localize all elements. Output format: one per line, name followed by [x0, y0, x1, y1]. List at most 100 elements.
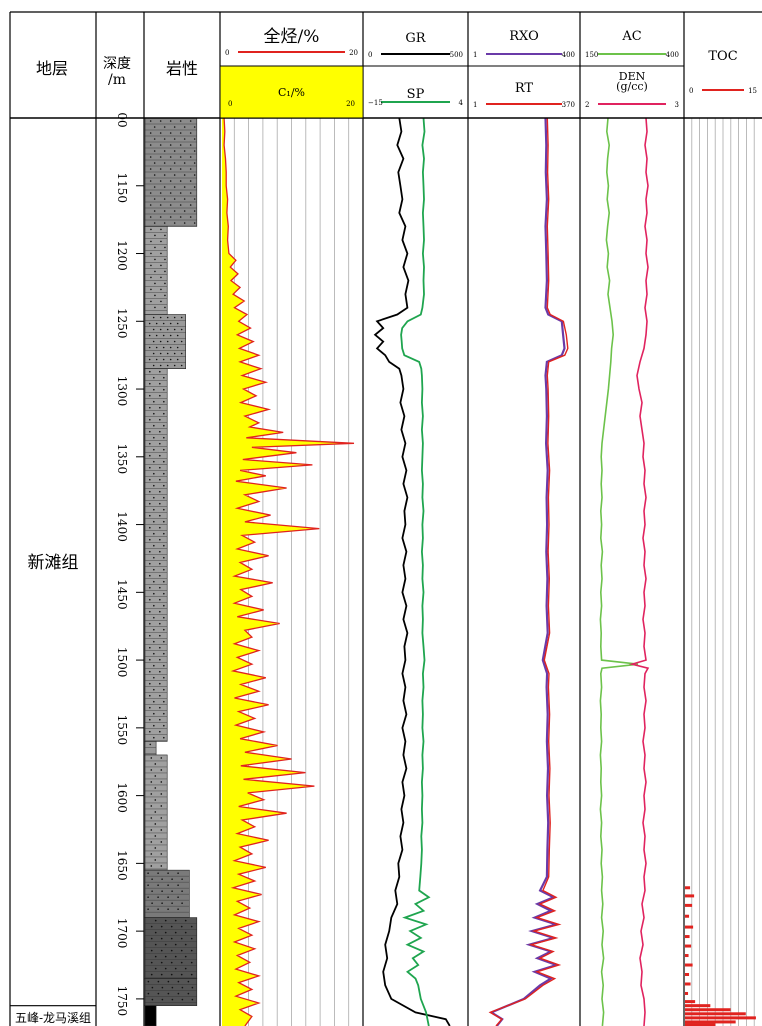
lithology-dot — [181, 890, 183, 892]
depth-tick-label: 1750 — [115, 986, 129, 1017]
lithology-dot — [160, 793, 163, 795]
lithology-dot — [153, 126, 156, 128]
lithology-dot — [153, 640, 155, 643]
lithology-dot — [152, 340, 155, 343]
lithology-dot — [150, 252, 152, 255]
lithology-dot — [153, 496, 155, 499]
lithology-dot — [160, 276, 162, 279]
lithology-dot — [154, 294, 156, 297]
lithology-dot — [189, 204, 192, 206]
lithology-dot — [169, 358, 172, 361]
lithology-dot — [151, 878, 153, 880]
lithology-dot — [163, 496, 165, 499]
lithology-dot — [149, 574, 151, 577]
lithology-dot — [181, 902, 183, 904]
lithology-dot — [164, 919, 167, 922]
lithology-dot — [153, 174, 156, 176]
rt-curve — [488, 117, 569, 1026]
lithology-block — [144, 368, 168, 742]
toc-bar — [685, 1012, 746, 1016]
c1-header-fill — [220, 66, 363, 118]
lithology-dot — [153, 616, 155, 619]
lithology-dot — [170, 973, 173, 976]
lithology-dot — [160, 949, 163, 952]
lithology-dot — [154, 258, 156, 261]
lithology-dot — [150, 949, 153, 952]
lithology-dot — [159, 514, 161, 517]
lithology-dot — [159, 550, 161, 553]
lithology-dot — [153, 568, 155, 571]
lithology-dot — [190, 925, 193, 928]
lithology-dot — [154, 811, 157, 813]
legend-max: 400 — [562, 51, 575, 59]
strata-label: 五峰-龙马溪组 — [15, 1011, 91, 1025]
lithology-dot — [174, 931, 177, 934]
lithology-dot — [180, 961, 183, 964]
toc-bar — [685, 1023, 716, 1026]
lithology-dot — [153, 484, 155, 487]
lithology-dot — [149, 192, 152, 194]
lithology-dot — [167, 908, 169, 910]
lithology-dot — [184, 919, 187, 922]
lithology-dot — [149, 586, 151, 589]
lithology-dot — [184, 955, 187, 958]
lithology-dot — [189, 144, 192, 146]
toc-bar — [685, 1004, 711, 1008]
legend-max: 4 — [459, 99, 464, 107]
lithology-dot — [173, 150, 176, 152]
lithology-dot — [149, 743, 152, 746]
lithology-dot — [190, 961, 193, 964]
lithology-dot — [171, 986, 174, 989]
lithology-block — [144, 869, 190, 918]
lithology-dot — [179, 204, 182, 206]
lithology-dot — [153, 448, 155, 451]
lithology-dot — [150, 817, 153, 819]
lithology-dot — [163, 676, 165, 679]
total-gas-curve — [223, 117, 355, 1026]
lithology-dot — [157, 872, 159, 874]
lithology-dot — [147, 980, 150, 983]
lithology-dot — [157, 896, 159, 898]
legend-max: 15 — [748, 87, 757, 95]
lithology-dot — [163, 162, 166, 164]
lithology-dot — [157, 992, 160, 995]
lithology-dot — [159, 382, 161, 385]
depth-tick-label: 1650 — [115, 850, 129, 881]
lithology-block — [144, 117, 198, 227]
lithology-dot — [159, 364, 162, 367]
lithology-dot — [180, 973, 183, 976]
lithology-dot — [163, 532, 165, 535]
lithology-dot — [169, 334, 172, 337]
lithology-dot — [150, 276, 152, 279]
lithology-dot — [159, 120, 162, 122]
lithology-dot — [160, 817, 163, 819]
lithology-dot — [154, 835, 157, 837]
lithology-dot — [149, 610, 151, 613]
lithology-dot — [177, 884, 179, 886]
gas-fill — [222, 118, 354, 1026]
lithology-dot — [153, 412, 155, 415]
track-gr-sp — [373, 117, 451, 1026]
lithology-dot — [153, 508, 155, 511]
lithology-dot — [154, 955, 157, 958]
lithology-dot — [173, 126, 176, 128]
strata-header: 地层 — [36, 59, 68, 78]
lithology-dot — [149, 466, 151, 469]
lithology-dot — [153, 198, 156, 200]
lithology-dot — [164, 258, 166, 261]
lithology-dot — [164, 270, 166, 273]
lithology-dot — [173, 352, 176, 355]
lithology-dot — [160, 757, 163, 759]
lithology-dot — [177, 872, 179, 874]
lithology-dot — [154, 763, 157, 765]
lithology-dot — [149, 646, 151, 649]
lithology-dot — [152, 328, 155, 331]
lithology-dot — [193, 174, 196, 176]
depth-tick-label: 1450 — [115, 579, 129, 610]
lithology-dot — [153, 544, 155, 547]
rxo-curve — [489, 117, 566, 1026]
lithology-dot — [160, 228, 162, 231]
depth-tick-label: 1250 — [115, 308, 129, 339]
lithology-dot — [187, 980, 190, 983]
